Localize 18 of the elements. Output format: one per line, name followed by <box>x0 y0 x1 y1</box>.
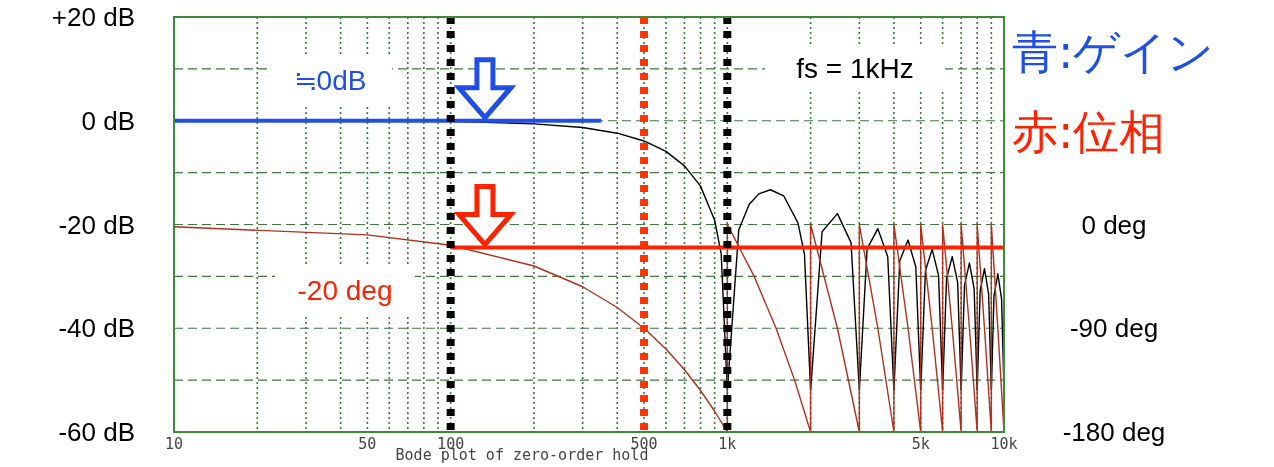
y-tick-label: -40 dB <box>58 313 135 344</box>
x-tick-label: 10k <box>990 435 1018 453</box>
y-tick-label: +20 dB <box>51 2 135 32</box>
x-tick-label: 1k <box>718 435 737 453</box>
y2-tick-label: 0 deg <box>1081 209 1147 240</box>
x-tick-label: 10 <box>164 435 184 453</box>
series-label: 赤:位相 <box>1012 105 1166 159</box>
y-tick-label: -60 dB <box>58 417 135 447</box>
y2-tick-label: -90 deg <box>1069 313 1159 344</box>
y-tick-label: -20 dB <box>58 209 135 240</box>
annotation: ≒0dB <box>293 64 367 96</box>
x-tick-label: 50 <box>358 435 377 453</box>
y2-tick-label: -180 deg <box>1062 417 1166 447</box>
annotation: fs = 1kHz <box>796 52 914 84</box>
text: 青:ゲイン <box>1012 25 1215 79</box>
y-tick-label: 0 dB <box>81 105 135 136</box>
x-tick-label: 5k <box>911 435 930 453</box>
annotation: -20 deg <box>297 274 393 306</box>
